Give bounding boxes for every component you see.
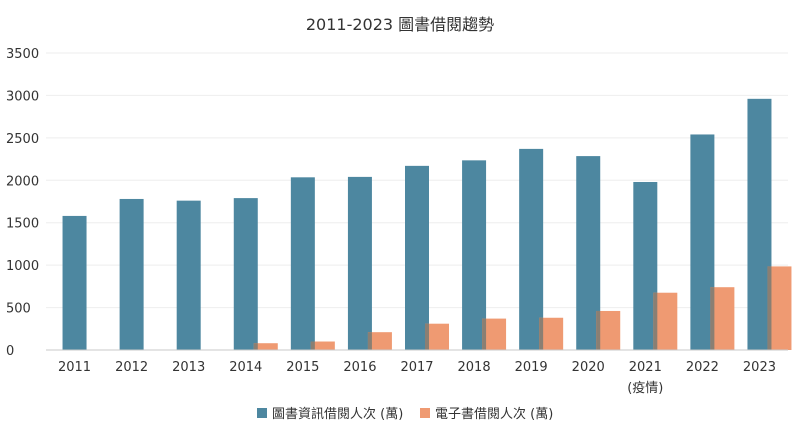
x-tick-label: 2015 — [286, 360, 319, 375]
x-tick-label: 2020 — [572, 360, 605, 375]
y-tick-label: 3500 — [6, 47, 39, 62]
bar-ebook-2015 — [310, 341, 335, 350]
bar-library-2015 — [290, 177, 315, 350]
bar-library-2017 — [405, 165, 429, 350]
y-tick-label: 2000 — [6, 174, 39, 189]
bar-overlap-2018 — [482, 318, 487, 350]
x-tick-label: 2011 — [58, 360, 91, 375]
y-tick-label: 2500 — [6, 132, 39, 147]
x-tick-label: 2017 — [400, 360, 433, 375]
bar-overlap-2016 — [367, 332, 372, 350]
bar-overlap-2021 — [653, 292, 658, 350]
y-tick-label: 1000 — [6, 259, 39, 274]
x-tick-label: 2012 — [115, 360, 148, 375]
legend: 圖書資訊借閱人次 (萬) 電子書借閱人次 (萬) — [257, 406, 553, 422]
legend-swatch-ebook — [420, 408, 430, 418]
bar-overlap-2015 — [310, 341, 315, 350]
legend-label-library: 圖書資訊借閱人次 (萬) — [272, 406, 403, 422]
bar-ebook-2016 — [367, 332, 392, 350]
bar-overlap-2019 — [539, 317, 544, 350]
bar-library-2016 — [347, 176, 372, 350]
y-tick-label: 0 — [6, 344, 14, 359]
bar-library-2018 — [462, 160, 487, 350]
legend-swatch-library — [257, 408, 267, 418]
bar-ebook-2014 — [253, 343, 278, 350]
x-tick-label: 2023 — [743, 360, 776, 375]
bar-library-2013 — [176, 200, 201, 350]
x-tick-label: 2013 — [172, 360, 205, 375]
bar-library-2019 — [519, 148, 544, 350]
x-tick-label: 2014 — [229, 360, 262, 375]
chart-title: 2011-2023 圖書借閱趨勢 — [306, 15, 494, 34]
x-tick-label: 2018 — [458, 360, 491, 375]
y-tick-label: 1500 — [6, 217, 39, 232]
bar-library-2012 — [119, 198, 144, 350]
bar-library-2014 — [233, 198, 258, 350]
x-tick-note: (疫情) — [627, 380, 663, 396]
bar-overlap-2017 — [425, 323, 429, 350]
x-tick-label: 2022 — [686, 360, 719, 375]
bar-library-2011 — [62, 215, 87, 350]
bar-overlap-2020 — [596, 310, 601, 350]
bar-overlap-2022 — [710, 287, 715, 350]
bars — [62, 98, 792, 350]
legend-label-ebook: 電子書借閱人次 (萬) — [435, 406, 553, 422]
y-tick-label: 500 — [6, 302, 31, 317]
x-tick-label: 2019 — [515, 360, 548, 375]
x-tick-label: 2021 — [629, 360, 662, 375]
x-axis-ticks: 2011 2012 2013 2014 2015 2016 2017 2018 2019 2020… — [58, 360, 776, 396]
y-tick-label: 3000 — [6, 89, 39, 104]
bar-overlap-2014 — [253, 343, 258, 350]
y-axis-ticks: 0 500 1000 1500 2000 2500 3000 3500 — [6, 47, 39, 359]
x-tick-label: 2016 — [343, 360, 376, 375]
bar-overlap-2023 — [767, 266, 772, 350]
